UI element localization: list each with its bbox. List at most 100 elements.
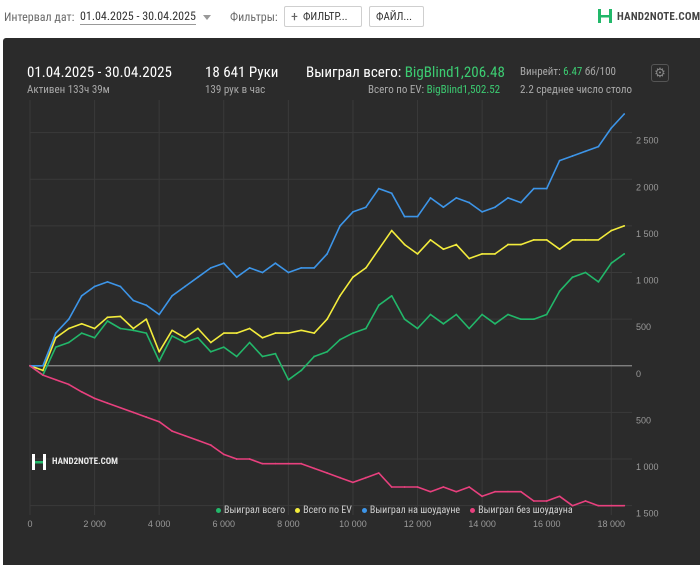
x-tick-label: 14 000 — [468, 519, 496, 529]
data-point — [364, 476, 367, 479]
legend-item[interactable]: Выиграл на шоудауне — [361, 505, 460, 516]
won-total-label: Выиграл всего: — [306, 63, 402, 81]
legend-item[interactable]: Выиграл всего — [216, 505, 285, 516]
legend-item[interactable]: Всего по EV — [295, 505, 352, 516]
data-point — [313, 332, 316, 335]
chart-legend: Выиграл всего Всего по EV Выиграл на шоуда… — [216, 505, 573, 516]
data-point — [197, 327, 199, 330]
date-range-select[interactable]: 01.04.2025 - 30.04.2025 — [80, 9, 211, 25]
data-point — [209, 444, 212, 446]
data-point — [558, 495, 561, 498]
data-point — [364, 266, 367, 269]
data-point — [468, 201, 471, 204]
data-point — [494, 322, 496, 325]
file-button[interactable]: ФАЙЛ... — [369, 6, 424, 27]
winrate-value: 6.47 — [563, 65, 583, 78]
data-point — [597, 280, 600, 283]
avg-tables: 2.2 среднее число столо — [520, 83, 633, 96]
data-point — [558, 290, 561, 293]
data-point — [119, 315, 122, 318]
data-point — [545, 313, 548, 316]
data-point — [106, 402, 109, 404]
data-point — [545, 187, 548, 190]
data-point — [377, 187, 380, 190]
data-point — [93, 327, 96, 330]
gear-icon: ⚙ — [654, 65, 666, 81]
data-point — [610, 127, 613, 129]
data-point — [209, 341, 212, 344]
data-point — [532, 238, 535, 241]
y-tick-label: 2 000 — [636, 182, 659, 192]
data-point — [390, 294, 393, 297]
x-tick-label: 18 000 — [598, 519, 626, 529]
data-point — [403, 318, 406, 321]
data-point — [106, 316, 109, 319]
data-point — [326, 318, 329, 321]
data-point — [468, 486, 471, 488]
x-tick-label: 0 — [27, 519, 32, 529]
period-text: 01.04.2025 - 30.04.2025 — [27, 63, 172, 81]
data-point — [352, 481, 354, 484]
data-point — [584, 500, 587, 502]
data-point — [197, 336, 199, 339]
data-point — [171, 294, 173, 297]
data-point — [171, 335, 173, 337]
data-point — [364, 206, 367, 209]
data-point — [248, 341, 251, 344]
data-point — [610, 504, 613, 507]
data-point — [274, 352, 277, 355]
data-point — [571, 238, 574, 241]
data-point — [42, 369, 44, 372]
data-point — [287, 378, 290, 381]
data-point — [507, 197, 509, 199]
data-point — [132, 327, 135, 330]
series-line — [29, 225, 625, 372]
data-point — [54, 332, 57, 335]
hands-per-hour: 139 рук в час — [205, 83, 266, 96]
data-point — [300, 462, 303, 465]
data-point — [67, 327, 70, 330]
data-point — [287, 462, 290, 465]
data-point — [597, 145, 600, 148]
data-point — [545, 238, 548, 241]
data-point — [442, 486, 445, 488]
data-point — [235, 458, 238, 460]
data-point — [158, 350, 161, 353]
data-point — [248, 327, 251, 330]
data-point — [352, 332, 354, 335]
data-point — [597, 504, 600, 507]
legend-item[interactable]: Выиграл без шоудауна — [470, 505, 573, 516]
data-point — [610, 229, 613, 232]
filter-button[interactable]: + ФИЛЬТР... — [284, 6, 362, 27]
data-point — [610, 262, 613, 265]
brand-name: HAND2NOTE.COM — [617, 9, 700, 23]
data-point — [597, 238, 600, 241]
data-point — [377, 472, 380, 474]
data-point — [197, 276, 199, 279]
data-point — [623, 504, 626, 507]
x-tick-label: 4 000 — [148, 519, 171, 529]
data-point — [571, 504, 574, 507]
data-point — [532, 500, 535, 502]
data-point — [80, 294, 83, 297]
data-point — [235, 355, 238, 358]
data-point — [339, 476, 341, 479]
data-point — [119, 285, 122, 288]
legend-label: Выиграл без шоудауна — [478, 505, 573, 516]
data-point — [184, 434, 186, 437]
y-tick-label: 500 — [636, 322, 651, 332]
plus-icon: + — [291, 8, 298, 25]
data-point — [623, 113, 626, 115]
data-point — [429, 197, 432, 199]
data-point — [132, 329, 135, 332]
data-point — [67, 318, 70, 321]
data-point — [197, 439, 199, 442]
data-point — [468, 327, 471, 330]
data-point — [287, 332, 290, 335]
x-tick-label: 8 000 — [277, 519, 300, 529]
data-point — [235, 276, 238, 279]
data-point — [364, 327, 367, 330]
settings-button[interactable]: ⚙ — [651, 64, 669, 82]
data-point — [558, 159, 561, 162]
